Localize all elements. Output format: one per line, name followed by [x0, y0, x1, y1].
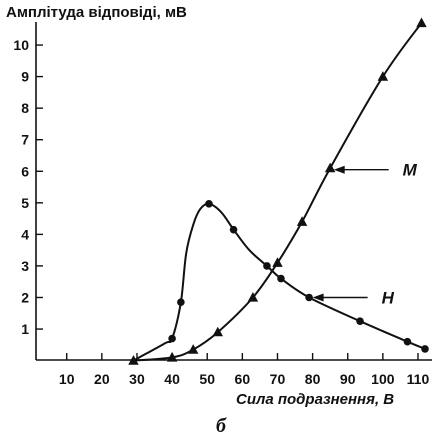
axes [35, 22, 432, 361]
x-tick-label: 90 [340, 371, 356, 387]
series-m-point [188, 344, 199, 354]
x-tick-label: 30 [129, 371, 145, 387]
y-tick-label: 10 [13, 37, 29, 53]
series-m-point [324, 162, 336, 173]
series-m-point [128, 355, 139, 365]
x-tick-label: 80 [305, 371, 321, 387]
y-tick-label: 4 [21, 226, 29, 242]
series-lines [132, 22, 426, 362]
y-tick-label: 8 [21, 100, 29, 116]
y-tick-label: 7 [21, 132, 29, 148]
series-n-point [168, 334, 176, 343]
series-m-point [296, 216, 308, 226]
series-n-point [277, 274, 285, 283]
x-axis-label: Сила подразнення, В [236, 391, 394, 408]
series-annotations: МН [312, 161, 418, 307]
series-n-point [263, 262, 271, 270]
x-tick-label: 110 [407, 371, 430, 387]
y-tick-label: 2 [21, 289, 29, 305]
annotation-arrow-head [312, 293, 324, 302]
series-line-m [132, 22, 423, 362]
series-m-point [272, 257, 283, 267]
series-n-point [177, 298, 185, 307]
annotation-label-n: Н [382, 288, 395, 307]
panel-label: б [216, 415, 227, 437]
x-tick-label: 60 [235, 371, 251, 387]
y-axis-label: Амплітуда відповіді, мВ [6, 4, 187, 21]
x-tick-label: 10 [59, 371, 75, 387]
y-tick-label: 1 [21, 321, 29, 337]
series-m-end-point [416, 17, 427, 28]
y-tick-label: 5 [21, 195, 29, 211]
x-tick-label: 50 [199, 371, 215, 387]
series-n-point [421, 345, 429, 353]
x-tick-label: 20 [94, 371, 110, 387]
y-axis-title: Амплітуда відповіді, мВ [6, 4, 187, 21]
series-m-point [166, 351, 178, 362]
y-tick-label: 9 [21, 69, 29, 85]
series-n-point [356, 317, 364, 325]
annotation-label-m: М [403, 161, 418, 180]
series-n-point [305, 293, 313, 302]
series-n-point [229, 225, 238, 234]
y-tick-label: 3 [21, 258, 29, 274]
series-n-point [403, 337, 412, 346]
x-tick-label: 100 [371, 371, 395, 387]
series-line-n [132, 202, 426, 362]
x-ticks: 10 20 30 40 50 60 70 80 90 100 110 [59, 353, 430, 387]
series-m-point [247, 292, 259, 302]
x-tick-label: 70 [270, 371, 286, 387]
series-m-point [377, 71, 389, 81]
series-n-point [205, 199, 213, 208]
y-tick-label: 6 [21, 163, 29, 179]
y-ticks: 1 2 3 4 5 6 7 8 9 10 [13, 37, 43, 337]
x-tick-label: 40 [164, 371, 180, 387]
series-m-point [212, 326, 223, 337]
annotation-arrow-head [333, 165, 345, 174]
series-markers [128, 17, 429, 365]
